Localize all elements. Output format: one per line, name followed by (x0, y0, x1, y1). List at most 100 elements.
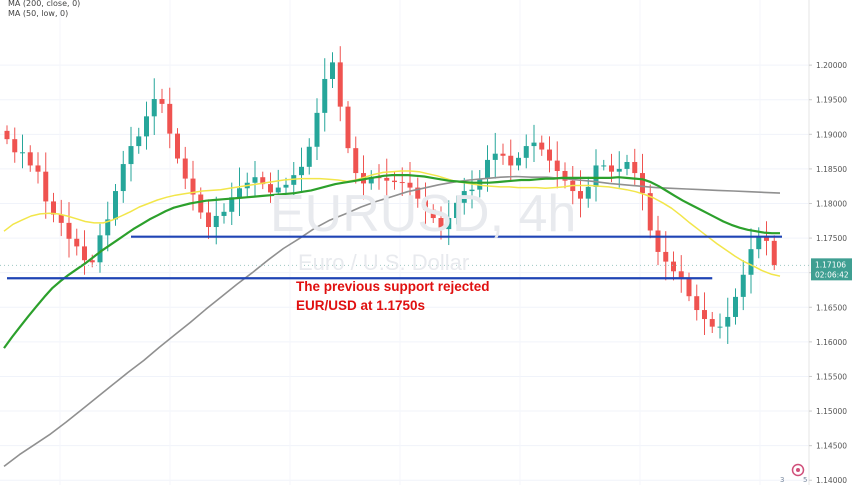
candle-body (58, 214, 64, 223)
candle-body (221, 211, 227, 216)
candle-body (500, 153, 506, 156)
candle-body (756, 237, 762, 250)
candle-body (337, 62, 343, 107)
candle-body (27, 152, 33, 166)
candle-body (640, 173, 645, 194)
y-tick-label: 1.17500 (816, 234, 847, 243)
candle-body (314, 112, 320, 147)
candle-body (252, 177, 258, 183)
candle-body (213, 215, 219, 228)
candle-body (609, 165, 614, 172)
candle-body (438, 218, 444, 230)
y-tick-label: 1.14500 (816, 442, 847, 451)
tradingview-badge: 3 5 (780, 463, 807, 484)
candle-body (702, 310, 707, 320)
candle-body (206, 212, 211, 228)
candle-body (485, 159, 490, 179)
candle-body (539, 142, 545, 150)
candle-body (740, 274, 746, 297)
countdown-value: 02:06:42 (815, 270, 849, 279)
candle-body (368, 177, 374, 184)
y-tick-label: 1.19000 (816, 130, 847, 139)
candle-body (237, 188, 242, 198)
candle-body (686, 278, 692, 297)
candle-body (105, 219, 111, 236)
svg-text:5: 5 (803, 476, 807, 484)
candle-body (423, 198, 428, 210)
candle-body (392, 180, 397, 183)
candle-body (128, 146, 134, 165)
candle-body (415, 187, 421, 199)
candle-body (151, 99, 157, 117)
candle-body (655, 230, 661, 252)
candle-body (4, 130, 10, 140)
candle-body (306, 146, 312, 167)
candle-body (229, 197, 235, 212)
candle-body (717, 326, 723, 328)
candle-body (190, 178, 196, 195)
candle-body (330, 62, 335, 79)
candles (4, 46, 777, 344)
candle-body (585, 186, 591, 199)
candle-body (353, 148, 359, 174)
candle-body (748, 249, 754, 275)
candle-body (275, 187, 281, 193)
ma-yellow-line (3, 170, 781, 277)
candle-body (407, 182, 413, 188)
candle-body (477, 178, 483, 190)
candle-body (632, 161, 638, 174)
candle-body (678, 271, 684, 279)
grid (0, 0, 809, 485)
candle-body (198, 194, 204, 213)
candle-body (771, 240, 777, 266)
candle-body (136, 136, 142, 147)
watermark-symbol: EURUSD, 4h (270, 185, 577, 243)
y-tick-label: 1.20000 (816, 61, 847, 70)
candle-body (454, 202, 459, 219)
candle-body (578, 191, 583, 199)
candle-body (322, 78, 328, 113)
candle-body (35, 165, 41, 172)
candle-body (299, 166, 304, 176)
last-price-box (811, 258, 852, 281)
candle-body (461, 191, 467, 203)
candle-body (399, 182, 405, 184)
candle-body (20, 152, 25, 154)
candle-body (175, 133, 180, 159)
candle-body (74, 238, 80, 247)
candle-body (733, 296, 738, 317)
svg-text:3: 3 (780, 476, 784, 484)
candle-body (531, 142, 537, 147)
candle-body (51, 201, 56, 215)
candle-body (113, 191, 118, 220)
candle-body (709, 319, 715, 327)
y-tick-label: 1.15500 (816, 372, 847, 381)
y-tick-label: 1.16500 (816, 303, 847, 312)
candle-body (601, 165, 607, 167)
ma50-line (3, 174, 780, 349)
candle-body (624, 161, 630, 169)
candle-body (12, 139, 18, 153)
candle-body (120, 164, 126, 192)
candle-body (663, 251, 669, 262)
candle-body (725, 316, 731, 327)
y-tick-label: 1.16000 (816, 338, 847, 347)
watermark-description: Euro / U.S. Dollar (298, 250, 470, 275)
candle-body (159, 99, 165, 104)
candle-body (182, 158, 188, 179)
candle-body (562, 170, 568, 181)
candle-body (523, 146, 529, 158)
candle-body (430, 209, 436, 219)
candle-body (616, 168, 622, 172)
y-tick-label: 1.15000 (816, 407, 847, 416)
candle-body (671, 261, 676, 272)
price-axis: 1.20000 1.19500 1.19000 1.18500 1.18000 1.175… (809, 61, 847, 485)
candle-body (291, 175, 297, 185)
candle-body (469, 189, 475, 192)
candle-body (89, 260, 95, 263)
annotation-line-2: EUR/USD at 1.1750s (296, 298, 426, 313)
ma200-line (3, 175, 781, 468)
y-tick-label: 1.14000 (816, 476, 847, 485)
